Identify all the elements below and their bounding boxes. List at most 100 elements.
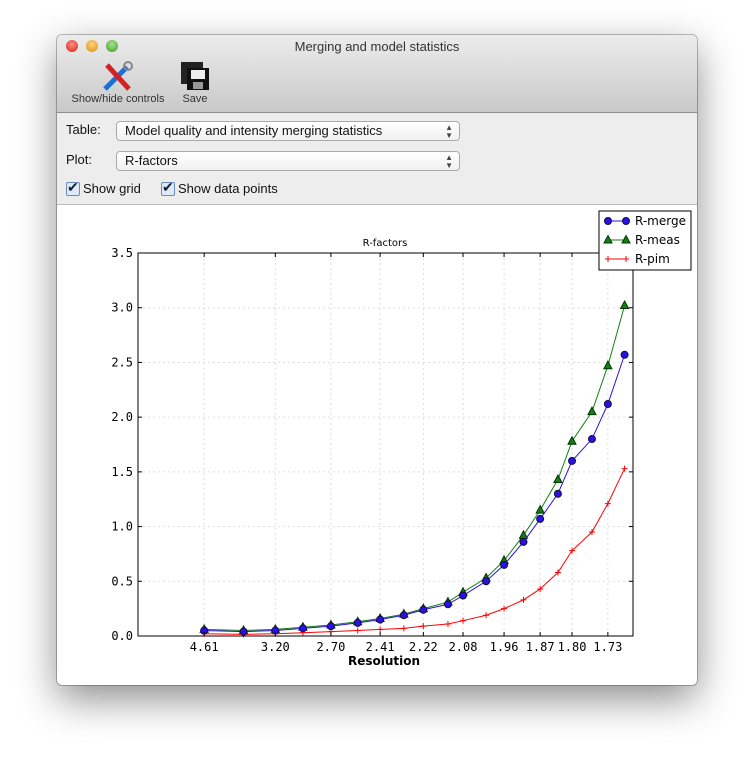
- r-merge-point: [376, 615, 385, 624]
- show-hide-label: Show/hide controls: [71, 93, 165, 105]
- r-merge-point: [399, 611, 408, 620]
- r-pim-point: [554, 569, 561, 576]
- legend-label: R-meas: [635, 233, 680, 247]
- chart: R-factors 4.61 3.20 2.70 2.41 2.22 2.08 1.96 1.…: [111, 210, 692, 668]
- x-tick-label: 1.80: [558, 640, 587, 654]
- x-axis-label: Resolution: [348, 654, 420, 668]
- r-merge-point: [587, 435, 596, 444]
- r-pim-point: [537, 585, 544, 592]
- plot-frame: [137, 252, 634, 637]
- r-pim-point: [444, 620, 451, 627]
- y-tick-label: 1.0: [111, 520, 133, 534]
- legend-marker: [621, 234, 631, 244]
- close-button[interactable]: [66, 40, 78, 52]
- r-merge-point: [419, 605, 428, 614]
- x-tick-label: 2.41: [366, 640, 395, 654]
- y-tick-label: 2.5: [111, 355, 133, 369]
- r-pim-point: [604, 500, 611, 507]
- plot-label: Plot:: [66, 152, 93, 167]
- r-meas-point: [535, 504, 545, 514]
- r-merge-point: [519, 537, 528, 546]
- y-tick-label: 0.0: [111, 629, 133, 643]
- r-pim-point: [569, 547, 576, 554]
- r-pim-point: [400, 625, 407, 632]
- window: Merging and model statistics Show/hide c…: [57, 35, 697, 685]
- r-meas-point: [553, 473, 563, 484]
- show-grid-checkbox[interactable]: Show grid: [66, 179, 141, 196]
- r-meas-point: [603, 360, 613, 370]
- legend-label: R-merge: [635, 214, 686, 228]
- show-data-points-checkbox[interactable]: Show data points: [161, 179, 278, 196]
- r-pim-point: [354, 627, 361, 634]
- r-pim-point: [501, 605, 508, 612]
- title-toolbar: Merging and model statistics Show/hide c…: [57, 35, 697, 113]
- r-meas-point: [587, 406, 597, 416]
- legend-marker: [623, 256, 629, 262]
- r-merge-point: [500, 560, 509, 569]
- x-tick-label: 1.87: [526, 640, 555, 654]
- show-grid-label: Show grid: [83, 181, 141, 196]
- r-pim-point: [588, 529, 595, 536]
- legend-marker: [622, 217, 630, 225]
- r-merge-point: [459, 591, 468, 600]
- tools-icon: [66, 61, 170, 93]
- r-merge-line: [204, 354, 626, 633]
- r-merge-point: [482, 577, 491, 586]
- plot-value: R-factors: [125, 153, 178, 168]
- floppy-disk-icon: [177, 61, 213, 93]
- table-value: Model quality and intensity merging stat…: [125, 123, 383, 138]
- r-merge-point: [536, 514, 545, 523]
- r-merge-point: [553, 489, 562, 498]
- x-tick-label: 3.20: [261, 640, 290, 654]
- r-merge-point: [620, 350, 629, 359]
- r-pim-point: [483, 612, 490, 619]
- r-pim-point: [460, 617, 467, 624]
- updown-arrows-icon: ▲ ▼: [445, 123, 453, 140]
- legend-label: R-pim: [635, 252, 670, 266]
- x-tick-label: 2.70: [316, 640, 345, 654]
- table-label: Table:: [66, 122, 101, 137]
- legend: R-merge R-meas R-pim: [598, 210, 692, 271]
- save-button[interactable]: Save: [177, 61, 213, 105]
- checkbox-checked-icon: [66, 179, 80, 196]
- x-tick-label: 2.08: [449, 640, 478, 654]
- r-merge-point: [239, 627, 248, 636]
- x-tick-label: 2.22: [409, 640, 438, 654]
- x-tick-label: 1.73: [593, 640, 622, 654]
- r-merge-point: [568, 456, 577, 465]
- legend-marker: [604, 217, 612, 225]
- y-tick-label: 0.5: [111, 574, 133, 588]
- r-pim-line: [204, 468, 626, 635]
- controls-panel: Table: Model quality and intensity mergi…: [57, 113, 697, 205]
- r-pim-point: [520, 596, 527, 603]
- plot-select[interactable]: R-factors ▲ ▼: [116, 151, 460, 171]
- r-merge-point: [298, 624, 307, 633]
- table-select[interactable]: Model quality and intensity merging stat…: [116, 121, 460, 141]
- legend-marker: [603, 234, 613, 244]
- zoom-button[interactable]: [106, 40, 118, 52]
- r-pim-point: [420, 623, 427, 630]
- r-meas-line: [204, 305, 626, 632]
- r-merge-point: [603, 400, 612, 409]
- chart-title: R-factors: [363, 238, 408, 249]
- r-merge-point: [326, 622, 335, 631]
- x-tick-label: 4.61: [190, 640, 219, 654]
- show-data-points-label: Show data points: [178, 181, 278, 196]
- window-title: Merging and model statistics: [294, 39, 460, 54]
- r-meas-point: [619, 299, 630, 310]
- checkbox-checked-icon: [161, 179, 175, 196]
- y-tick-label: 3.0: [111, 301, 133, 315]
- y-tick-label: 1.5: [111, 465, 133, 479]
- show-hide-controls-button[interactable]: Show/hide controls: [66, 61, 170, 105]
- minimize-button[interactable]: [86, 40, 98, 52]
- save-label: Save: [182, 93, 208, 105]
- y-tick-label: 3.5: [111, 246, 133, 260]
- r-pim-point: [377, 626, 384, 633]
- r-pim-point: [621, 465, 628, 472]
- r-merge-point: [443, 600, 452, 609]
- y-tick-label: 2.0: [111, 410, 133, 424]
- legend-marker: [605, 256, 611, 262]
- x-tick-label: 1.96: [490, 640, 519, 654]
- updown-arrows-icon: ▲ ▼: [445, 153, 453, 170]
- r-meas-point: [567, 435, 577, 445]
